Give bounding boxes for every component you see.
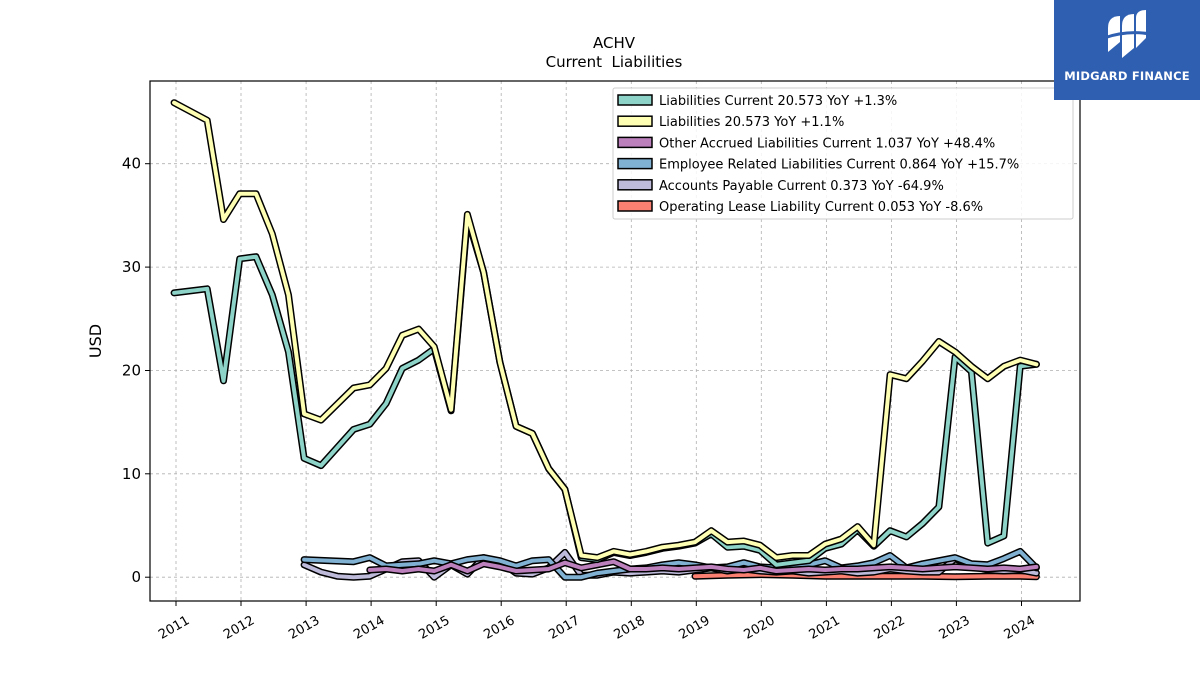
x-tick-label: 2020 [741,613,777,643]
midgard-logo-icon [1103,10,1151,58]
y-axis-label: USD [86,324,105,358]
series-line [367,559,1039,573]
legend: Liabilities Current 20.573 YoY +1.3% Liab… [612,87,1074,220]
x-tick-label: 2015 [416,613,452,643]
legend-label: Employee Related Liabilities Current 0.8… [659,158,1019,173]
y-tick-label: 20 [122,362,141,380]
legend-label: Accounts Payable Current 0.373 YoY -64.9… [659,179,944,194]
legend-swatch [617,115,653,127]
series-lines [170,99,1040,581]
x-tick-label: 2011 [156,613,192,643]
series-2 [366,558,1040,575]
x-tick-label: 2017 [546,613,582,643]
legend-swatch [617,200,653,212]
x-tick-label: 2024 [1002,613,1038,643]
x-tick-label: 2016 [481,613,517,643]
y-tick-label: 40 [122,155,141,173]
x-tick-label: 2022 [872,613,908,643]
legend-label: Liabilities 20.573 YoY +1.1% [659,115,844,130]
x-tick-label: 2018 [611,613,647,643]
brand-logo: MIDGARD FINANCE [1054,0,1200,100]
x-tick-label: 2021 [807,613,843,643]
legend-swatch [617,179,653,191]
y-tick-label: 30 [122,258,141,276]
series-1 [170,99,1040,562]
x-tick-label: 2023 [937,613,973,643]
series-5 [691,571,1040,581]
chart-subtitle: Current Liabilities [546,53,683,71]
legend-swatch [617,157,653,170]
x-tick-label: 2012 [221,613,257,643]
legend-swatch [617,94,653,106]
legend-label: Other Accrued Liabilities Current 1.037 … [659,136,995,151]
x-tick-label: 2019 [676,613,712,643]
series-line [693,572,1039,579]
y-tick-label: 0 [131,568,141,586]
legend-swatch [617,136,653,149]
x-tick-label: 2014 [351,613,387,643]
plot-frame [149,80,1081,602]
legend-box [612,87,1074,220]
series-line [172,100,1039,560]
legend-label: Operating Lease Liability Current 0.053 … [659,200,983,215]
y-tick-label: 10 [122,465,141,483]
brand-name: MIDGARD FINANCE [1064,69,1190,83]
x-tick-label: 2013 [286,613,322,643]
chart-title: ACHV [593,34,636,52]
legend-label: Liabilities Current 20.573 YoY +1.3% [659,94,897,109]
